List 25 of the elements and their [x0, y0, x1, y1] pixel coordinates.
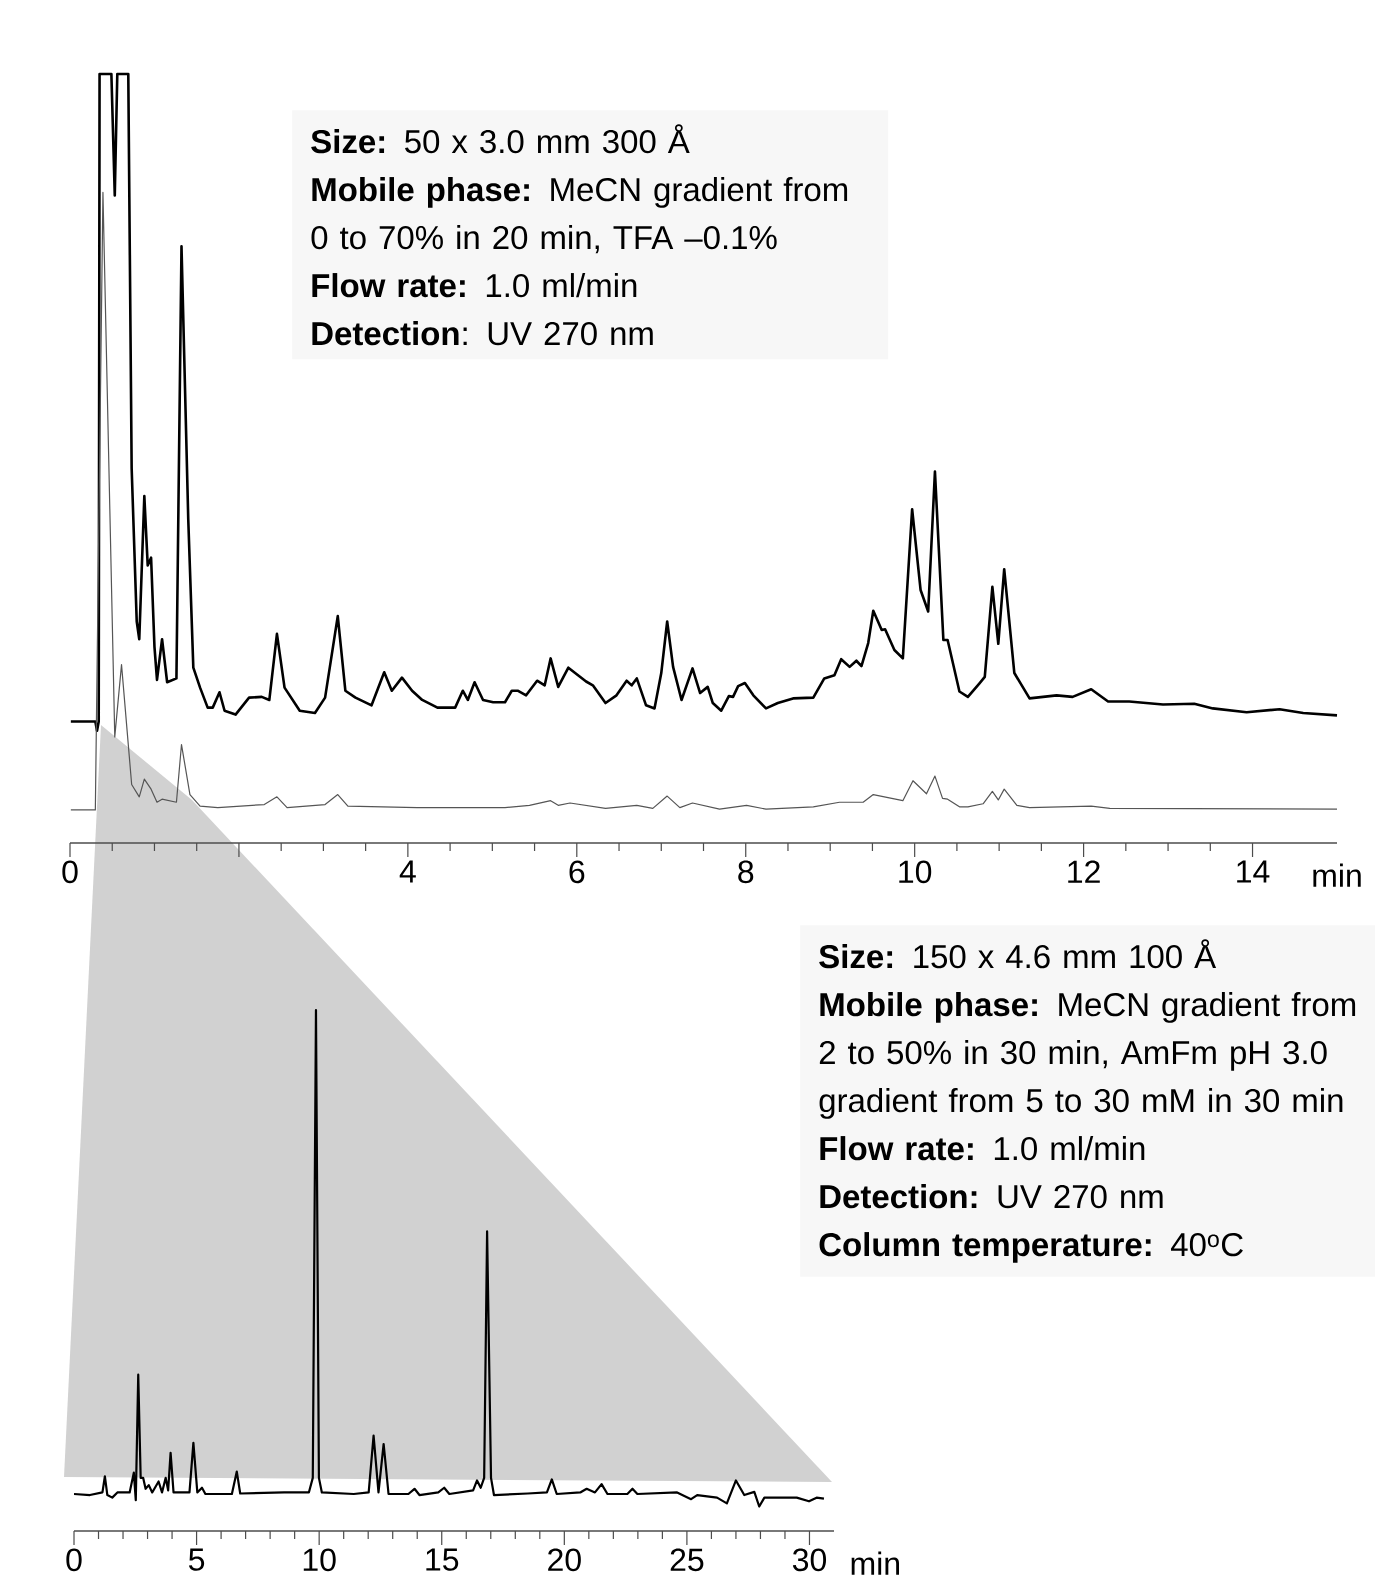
annotation: Flow rate: 1.0 ml/min: [820, 1136, 1145, 1161]
annotation: Column temperature: 40$^{o}$C: [819, 1232, 1243, 1263]
annotation: Mobile phase: MeCN gradient from 2 to 50% in 30 min, AmFm pH 3.0 gradient from 5 to 30 mM in 30 min: [819, 992, 1356, 1119]
x-tick-label: 8: [738, 860, 754, 884]
x-tick-label: 30: [792, 1548, 827, 1572]
x-tick-label: 10: [303, 1548, 336, 1572]
x-axis-title: min: [851, 1551, 900, 1575]
annotation: Detection: UV 270 nm: [820, 1184, 1163, 1209]
x-axis-title: min: [1313, 863, 1361, 887]
annotation: Detection: UV 270 nm: [312, 321, 653, 346]
x-tick-label: 14: [1237, 860, 1270, 883]
x-tick-label: 4: [399, 860, 416, 883]
x-tick-label: 20: [548, 1548, 581, 1572]
x-tick-label: 6: [569, 860, 585, 884]
x-tick-label: 25: [670, 1548, 704, 1572]
x-tick-label: 15: [426, 1548, 459, 1571]
x-tick-label: 0: [62, 860, 78, 884]
annotation: Mobile phase: MeCN gradient from 0 to 70% in 20 min, TFA –0.1%: [311, 177, 848, 254]
x-tick-label: 10: [899, 860, 932, 884]
x-tick-label: 12: [1068, 860, 1100, 883]
annotation: Flow rate: 1.0 ml/min: [312, 273, 637, 298]
x-tick-label: 5: [188, 1548, 205, 1571]
annotation: Size: 50 x 3.0 mm 300 Å: [311, 124, 690, 154]
x-tick-label: 0: [66, 1548, 82, 1572]
text: Size: 150 x 4.6 mm 100 Å: [819, 939, 1217, 969]
